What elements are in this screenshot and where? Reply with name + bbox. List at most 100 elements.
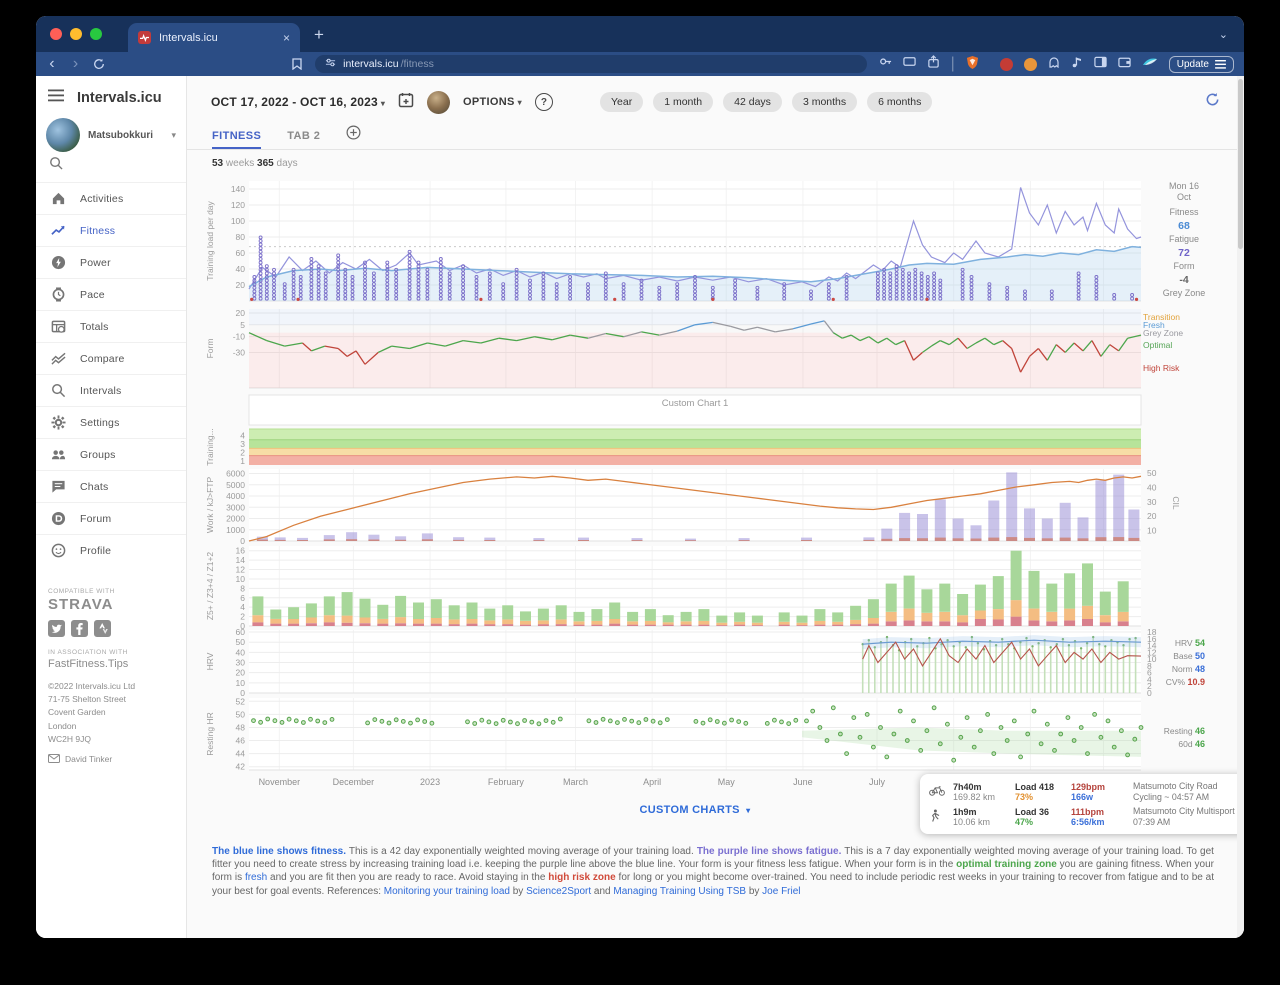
extension-red-icon[interactable] [999,57,1013,71]
sidebar-item-pace[interactable]: Pace [36,278,186,310]
site-settings-icon[interactable] [325,57,336,71]
chart-element [359,617,371,624]
chart-element [272,285,276,290]
chart-element [693,278,697,283]
sidebar-hamburger-icon[interactable] [48,89,64,106]
extension-orange-icon[interactable] [1023,57,1037,71]
tooltip-ride-row[interactable]: 7h40m 169.82 km Load 418 73% 129bpm 166w Ma… [929,779,1244,804]
facebook-icon[interactable] [71,620,88,637]
chart-element [341,615,353,623]
sidebar-item-activities[interactable]: Activities [36,182,186,214]
chart-element [1076,285,1081,290]
scrollbar-thumb[interactable] [1238,79,1243,249]
extension-ghost-icon[interactable] [1048,55,1060,73]
chart-element [474,278,479,283]
chip-42-days[interactable]: 42 days [723,92,782,112]
refresh-button[interactable] [1205,92,1220,112]
fastfitness-link[interactable]: FastFitness.Tips [48,658,129,670]
page-scrollbar[interactable] [1237,76,1244,938]
chart-element [885,583,897,612]
chart-element [298,285,303,290]
chart-element [786,721,792,726]
update-button[interactable]: Update [1168,55,1234,73]
footnote-link[interactable]: Joe Friel [762,885,801,897]
sidebar-item-settings[interactable]: Settings [36,406,186,438]
chart-element [394,271,399,276]
chart-element [555,624,567,626]
header-avatar[interactable] [427,90,451,114]
tab-2[interactable]: TAB 2 [287,130,321,142]
rewards-swoosh-icon[interactable] [1142,55,1158,73]
chart-element [925,285,930,290]
brave-shield-icon[interactable] [966,55,979,74]
chart-element [1037,348,1048,361]
add-tab-button[interactable] [346,125,361,149]
footnote-link[interactable]: Managing Training Using TSB [613,885,747,897]
password-key-icon[interactable] [879,55,892,73]
chart-element [501,289,506,294]
sidebar-item-fitness[interactable]: Fitness [36,214,186,246]
chart-element [1117,581,1129,612]
footnote-link[interactable]: Monitoring your training load [383,885,510,897]
chip-6-months[interactable]: 6 months [867,92,933,112]
browser-tab[interactable]: Intervals.icu × [128,23,300,52]
url-path: /fitness [400,58,434,70]
extension-music-icon[interactable] [1071,55,1083,73]
date-range-picker[interactable]: OCT 17, 2022 - OCT 16, 2023 ▾ [211,95,386,109]
share-icon[interactable] [927,55,940,73]
contact-name[interactable]: David Tinker [65,753,113,764]
sidebar-item-chats[interactable]: Chats [36,470,186,502]
chart-element [826,296,831,301]
back-button[interactable]: ‹ [49,55,55,72]
sidebar-search-icon[interactable] [49,157,63,174]
twitter-icon[interactable] [48,620,65,637]
chart-element [323,275,328,279]
options-button[interactable]: OPTIONS ▾ [463,96,522,108]
custom-charts-link[interactable]: CUSTOM CHARTS ▾ [639,804,751,816]
chart-element [282,289,287,294]
cast-icon[interactable] [902,55,916,73]
forward-button[interactable]: › [72,55,79,72]
new-tab-button[interactable]: + [314,24,324,44]
sidebar-item-intervals[interactable]: Intervals [36,374,186,406]
close-window-button[interactable] [50,28,62,40]
chart-element [591,620,603,625]
chart-element [309,271,314,276]
chart-element [991,751,997,756]
chart-element [662,622,674,625]
sidebar-item-forum[interactable]: Forum [36,502,186,534]
wallet-icon[interactable] [1118,55,1131,73]
tab-close-icon[interactable]: × [282,30,290,45]
chart-element [515,721,520,727]
minimize-window-button[interactable] [70,28,82,40]
sidebar-toggle-icon[interactable] [1094,55,1107,73]
chip-1-month[interactable]: 1 month [653,92,714,112]
footnote-link[interactable]: Science2Sport [526,885,592,897]
chart-element [413,602,424,619]
chart-element [248,245,1142,288]
url-bar[interactable]: intervals.icu/fitness [315,55,867,73]
chart-element [447,285,452,290]
tab-list-chevron-icon[interactable]: ⌄ [1218,28,1228,41]
sidebar-item-profile[interactable]: Profile [36,534,186,566]
chart-element [960,267,965,272]
chart-element [249,455,1141,465]
user-menu[interactable]: Matsubokkuri ▾ [36,116,186,152]
chart-element [407,293,412,297]
chart-element: 48 [236,722,246,732]
help-button[interactable]: ? [534,93,553,111]
tab-fitness[interactable]: FITNESS [212,130,262,149]
tooltip-run-row[interactable]: 1h9m 10.06 km Load 36 47% 111bpm 6:56/km M… [929,804,1244,829]
sidebar-item-totals[interactable]: Totals [36,310,186,342]
chip-3-months[interactable]: 3 months [791,92,858,112]
chip-year[interactable]: Year [599,92,644,112]
sidebar-item-compare[interactable]: Compare [36,342,186,374]
chart-element [882,282,887,287]
sidebar-item-power[interactable]: Power [36,246,186,278]
calendar-icon[interactable] [398,92,414,113]
sidebar-item-groups[interactable]: Groups [36,438,186,470]
zoom-window-button[interactable] [90,28,102,40]
reload-button[interactable] [93,58,105,71]
bookmark-icon[interactable] [291,58,303,71]
strava-social-icon[interactable] [94,620,111,637]
